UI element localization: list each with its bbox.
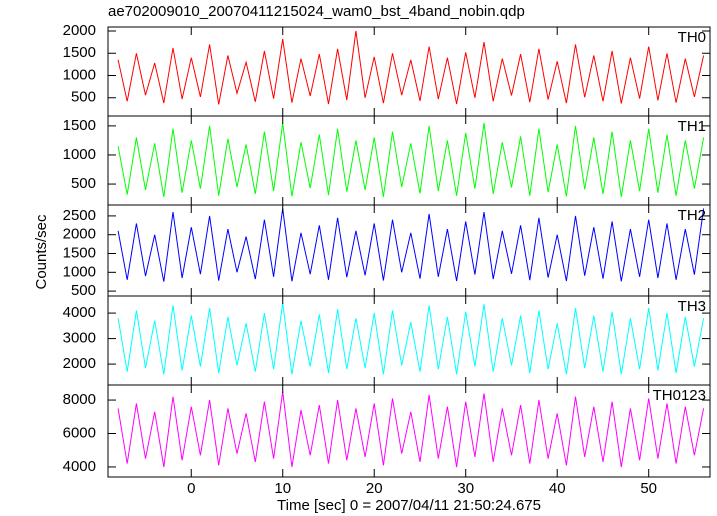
data-line xyxy=(117,122,705,197)
y-tick-label: 2000 xyxy=(63,22,96,39)
y-tick-label: 1500 xyxy=(63,117,96,134)
panel-label: TH2 xyxy=(678,207,706,224)
y-tick-label: 1000 xyxy=(63,263,96,280)
x-tick-label: 30 xyxy=(457,480,474,497)
y-tick-label: 4000 xyxy=(63,304,96,321)
y-tick-label: 2500 xyxy=(63,207,96,224)
y-axis-label: Counts/sec xyxy=(33,214,50,290)
panel-frame xyxy=(107,26,711,117)
y-tick-label: 2000 xyxy=(63,355,96,372)
y-tick-label: 500 xyxy=(71,282,96,299)
panel-frame xyxy=(107,295,711,386)
y-tick-label: 3000 xyxy=(63,330,96,347)
y-tick-label: 8000 xyxy=(63,391,96,408)
chart-title: ae702009010_20070411215024_wam0_bst_4ban… xyxy=(108,3,525,20)
panel-frame xyxy=(107,115,711,206)
x-tick-label: 20 xyxy=(366,480,383,497)
x-tick-label: 10 xyxy=(274,480,291,497)
panel-label: TH0 xyxy=(678,29,706,46)
data-line xyxy=(117,302,705,375)
y-tick-label: 500 xyxy=(71,89,96,106)
x-tick-label: 50 xyxy=(640,480,657,497)
data-line xyxy=(117,208,705,282)
data-line xyxy=(117,30,705,105)
y-tick-label: 1000 xyxy=(63,66,96,83)
panel-frame xyxy=(107,204,711,297)
y-tick-label: 1500 xyxy=(63,244,96,261)
y-tick-label: 500 xyxy=(71,175,96,192)
y-tick-label: 1500 xyxy=(63,44,96,61)
y-tick-label: 2000 xyxy=(63,226,96,243)
x-axis-label: Time [sec] 0 = 2007/04/11 21:50:24.675 xyxy=(277,497,541,514)
x-tick-label: 40 xyxy=(549,480,566,497)
y-tick-label: 1000 xyxy=(63,146,96,163)
y-tick-label: 4000 xyxy=(63,458,96,475)
panel-label: TH1 xyxy=(678,118,706,135)
x-tick-label: 0 xyxy=(187,480,195,497)
panel-frame xyxy=(107,384,711,478)
data-line xyxy=(117,391,705,468)
y-tick-label: 6000 xyxy=(63,424,96,441)
panel-label: TH0123 xyxy=(653,387,706,404)
panel-label: TH3 xyxy=(678,298,706,315)
